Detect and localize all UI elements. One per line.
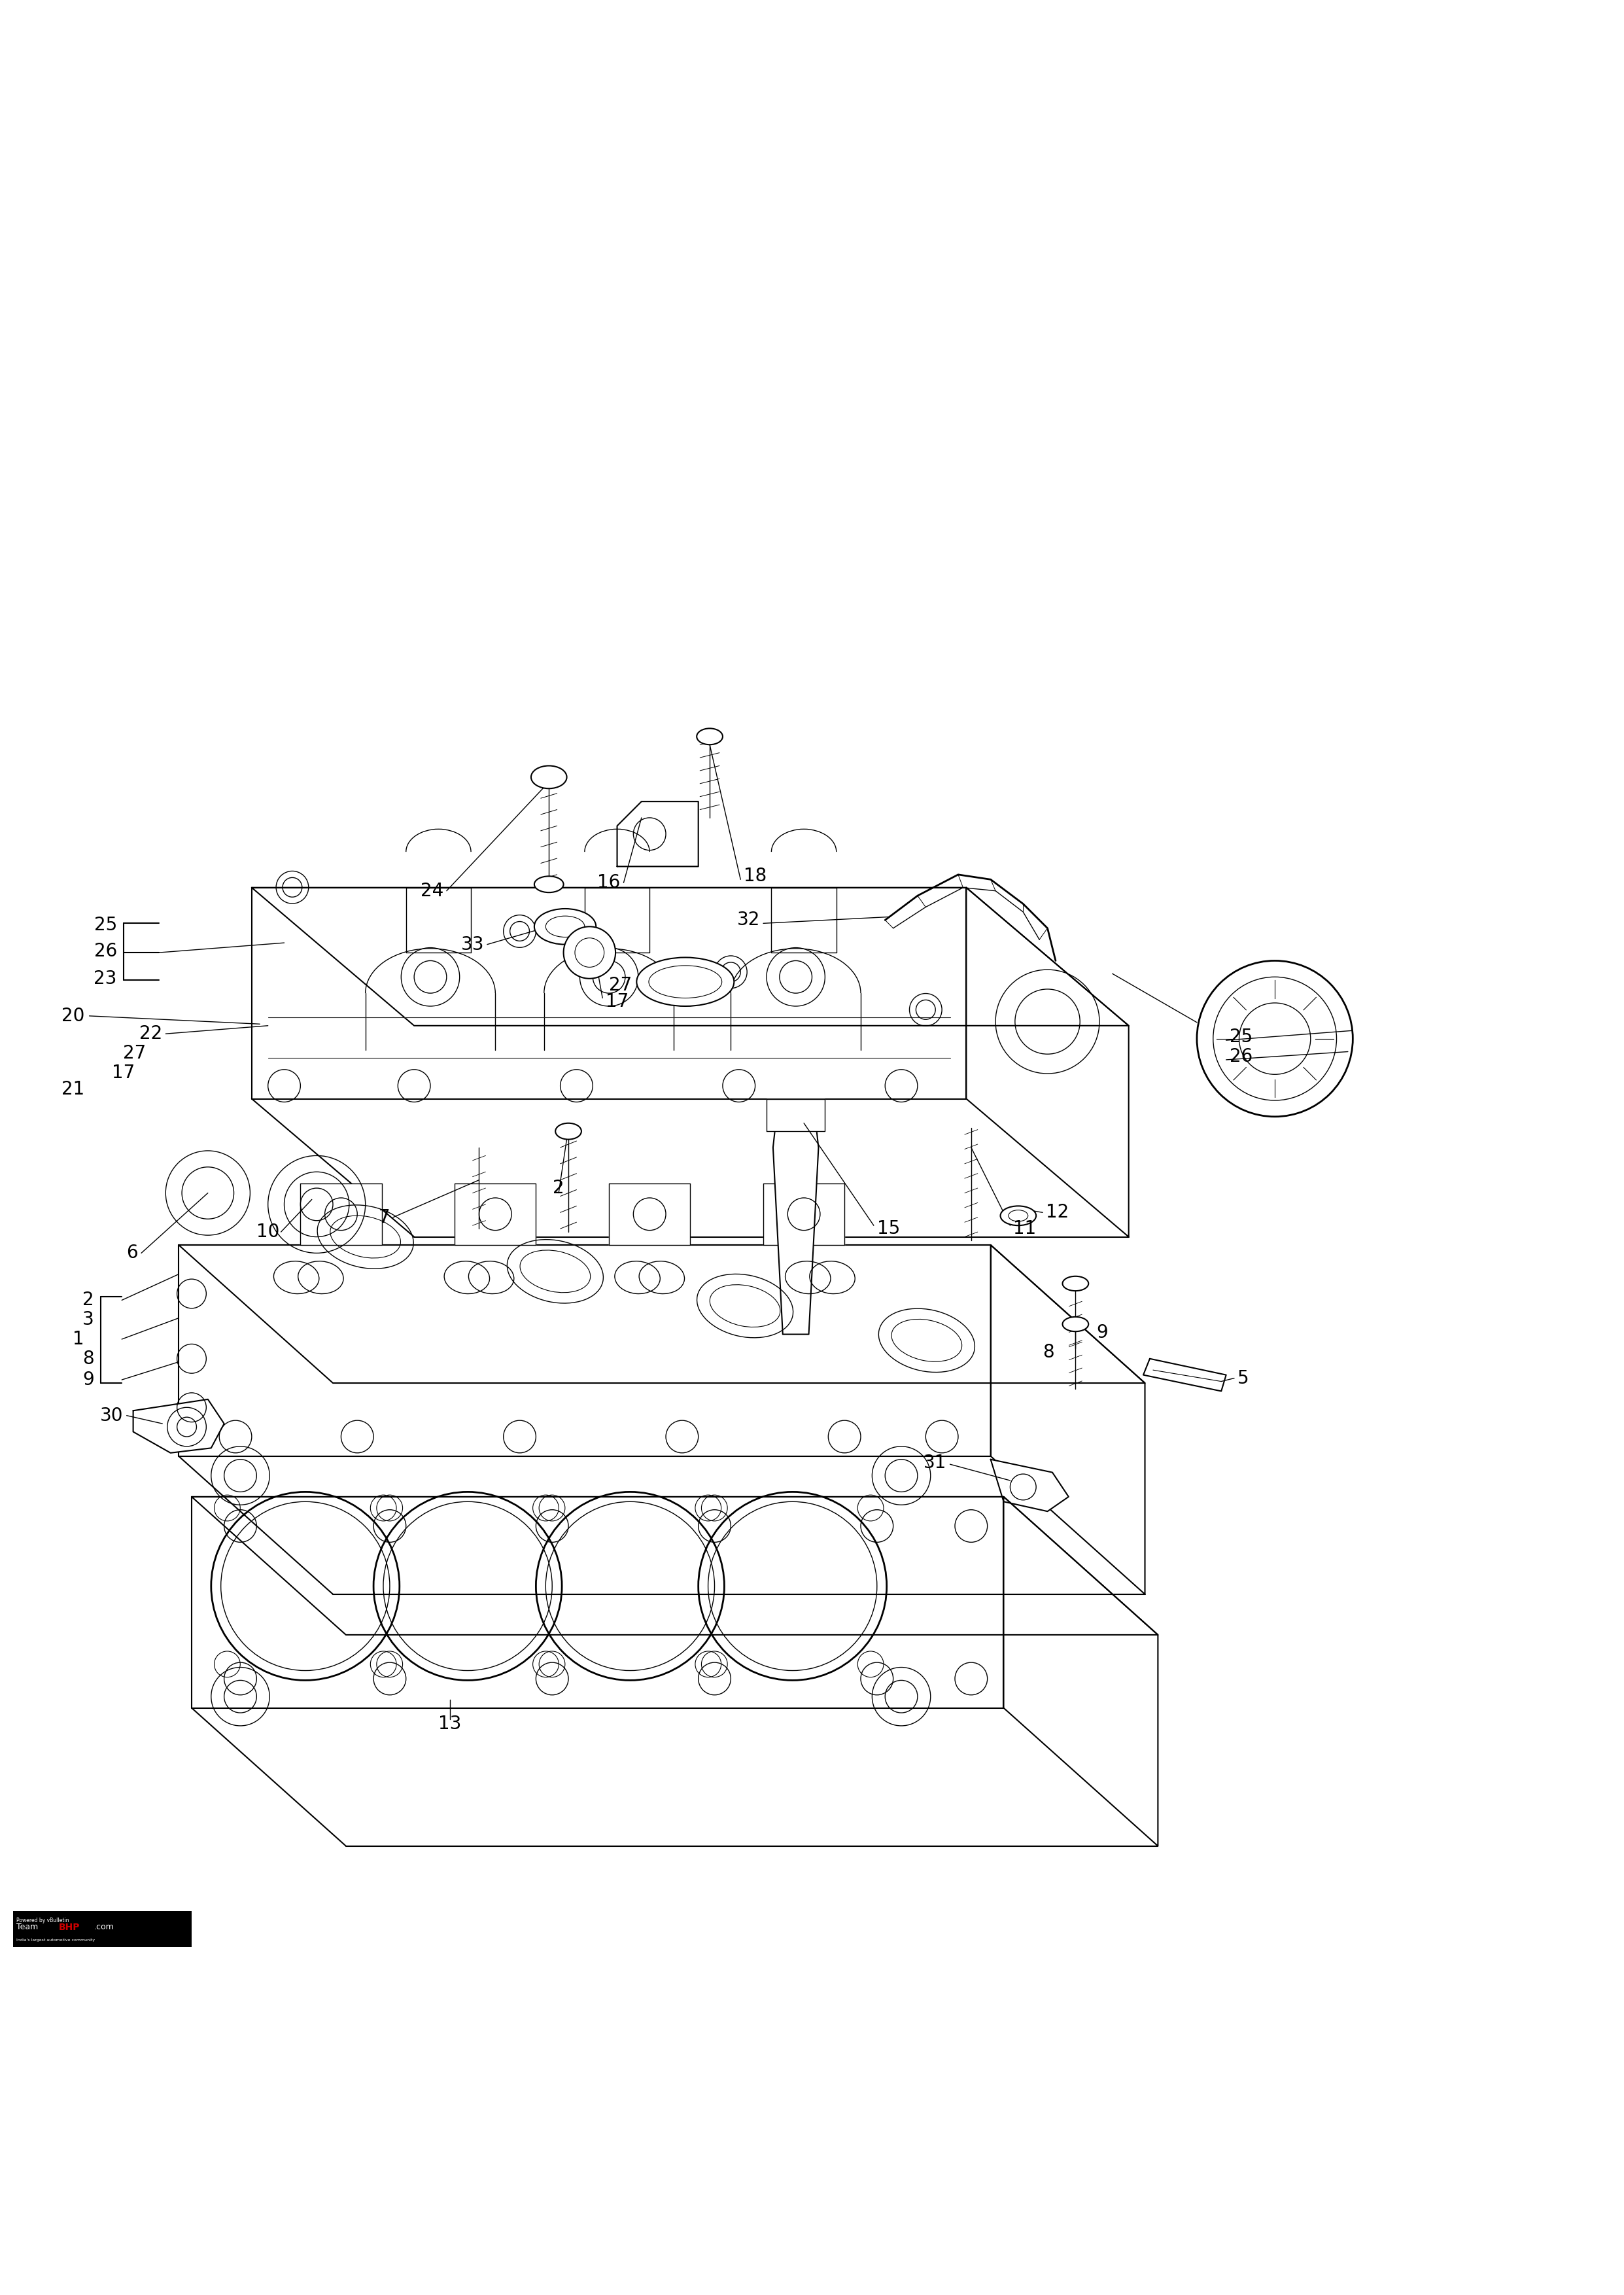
Text: 8: 8 bbox=[1043, 1343, 1054, 1361]
Ellipse shape bbox=[1000, 1205, 1036, 1226]
Text: 2: 2 bbox=[83, 1292, 94, 1310]
Text: 25: 25 bbox=[94, 916, 117, 934]
Polygon shape bbox=[455, 1184, 536, 1244]
Text: .com: .com bbox=[94, 1923, 114, 1932]
Text: 31: 31 bbox=[924, 1453, 947, 1471]
Polygon shape bbox=[991, 1460, 1069, 1512]
Ellipse shape bbox=[637, 957, 734, 1005]
Text: 21: 21 bbox=[62, 1081, 84, 1099]
Polygon shape bbox=[133, 1400, 224, 1453]
Polygon shape bbox=[1143, 1359, 1226, 1391]
Polygon shape bbox=[617, 801, 698, 868]
Text: 3: 3 bbox=[83, 1310, 94, 1329]
Ellipse shape bbox=[534, 877, 564, 893]
Polygon shape bbox=[767, 1099, 825, 1131]
Text: 26: 26 bbox=[94, 941, 117, 959]
Ellipse shape bbox=[531, 767, 567, 789]
Text: Team: Team bbox=[16, 1923, 37, 1932]
Text: 1: 1 bbox=[73, 1331, 84, 1349]
Text: Powered by vBulletin: Powered by vBulletin bbox=[16, 1919, 68, 1923]
Text: 26: 26 bbox=[1229, 1047, 1252, 1065]
Text: 12: 12 bbox=[1046, 1203, 1069, 1221]
Polygon shape bbox=[763, 1184, 844, 1244]
Text: 24: 24 bbox=[421, 881, 443, 900]
Text: BHP: BHP bbox=[58, 1923, 80, 1932]
Text: 22: 22 bbox=[140, 1024, 162, 1042]
Text: 17: 17 bbox=[112, 1063, 135, 1081]
Polygon shape bbox=[300, 1184, 382, 1244]
Ellipse shape bbox=[534, 909, 596, 946]
Text: 2: 2 bbox=[552, 1180, 565, 1198]
Polygon shape bbox=[609, 1184, 690, 1244]
Ellipse shape bbox=[697, 728, 723, 744]
Text: 9: 9 bbox=[1096, 1324, 1108, 1343]
Text: 27: 27 bbox=[609, 975, 632, 994]
Text: 6: 6 bbox=[127, 1244, 138, 1262]
Text: 15: 15 bbox=[877, 1219, 900, 1237]
Text: 10: 10 bbox=[257, 1223, 279, 1242]
Text: 16: 16 bbox=[598, 874, 620, 893]
Ellipse shape bbox=[1062, 1276, 1088, 1290]
Text: 33: 33 bbox=[461, 936, 484, 955]
Text: 32: 32 bbox=[737, 911, 760, 929]
Text: 8: 8 bbox=[83, 1349, 94, 1368]
Text: 25: 25 bbox=[1229, 1028, 1252, 1047]
Text: 11: 11 bbox=[1013, 1219, 1036, 1237]
Text: 5: 5 bbox=[1237, 1370, 1249, 1386]
FancyBboxPatch shape bbox=[13, 1912, 192, 1946]
Ellipse shape bbox=[1062, 1317, 1088, 1331]
Text: 20: 20 bbox=[62, 1008, 84, 1026]
Text: 7: 7 bbox=[378, 1207, 390, 1226]
Text: 9: 9 bbox=[83, 1370, 94, 1388]
Polygon shape bbox=[773, 1118, 818, 1333]
Circle shape bbox=[564, 927, 615, 978]
Text: 27: 27 bbox=[123, 1044, 146, 1063]
Text: 17: 17 bbox=[606, 991, 628, 1010]
Text: 23: 23 bbox=[94, 968, 117, 987]
Text: 18: 18 bbox=[744, 868, 767, 886]
Ellipse shape bbox=[555, 1122, 581, 1138]
Text: 30: 30 bbox=[101, 1407, 123, 1425]
Text: 13: 13 bbox=[438, 1714, 461, 1733]
Text: India's largest automotive community: India's largest automotive community bbox=[16, 1939, 94, 1942]
